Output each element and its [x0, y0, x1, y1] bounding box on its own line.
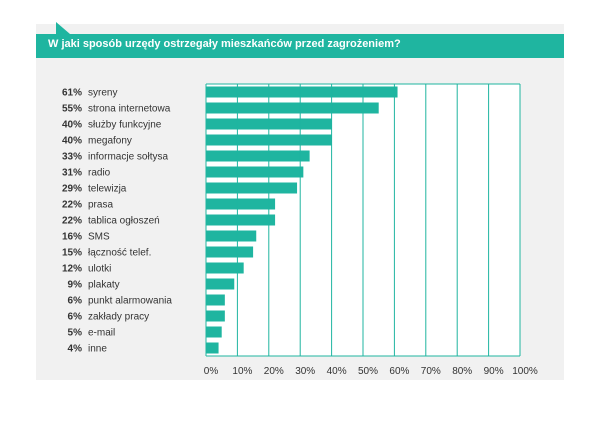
bar [206, 166, 304, 178]
value-label: 9% [68, 280, 83, 291]
value-label: 40% [62, 120, 82, 131]
x-tick-label: 80% [452, 366, 472, 377]
bar [206, 326, 222, 338]
x-tick-label: 90% [484, 366, 504, 377]
category-label: prasa [88, 200, 113, 211]
value-label: 16% [62, 232, 82, 243]
value-label: 6% [68, 296, 83, 307]
category-label: ulotki [88, 264, 111, 275]
x-tick-label: 30% [295, 366, 315, 377]
value-label: 29% [62, 184, 82, 195]
category-label: łączność telef. [88, 248, 151, 259]
value-label: 4% [68, 344, 83, 355]
bar [206, 198, 276, 210]
bar [206, 342, 219, 354]
bar [206, 310, 225, 322]
chart-title: W jaki sposób urzędy ostrzegały mieszkań… [48, 38, 401, 50]
value-label: 31% [62, 168, 82, 179]
x-tick-label: 0% [204, 366, 219, 377]
value-label: 6% [68, 312, 83, 323]
x-tick-label: 70% [421, 366, 441, 377]
category-label: punkt alarmowania [88, 296, 172, 307]
value-label: 22% [62, 200, 82, 211]
value-label: 22% [62, 216, 82, 227]
category-label: tablica ogłoszeń [88, 216, 160, 227]
category-label: strona internetowa [88, 104, 171, 115]
bar [206, 278, 235, 290]
x-tick-label: 10% [232, 366, 252, 377]
value-label: 40% [62, 136, 82, 147]
bar [206, 182, 298, 194]
category-label: służby funkcyjne [88, 120, 162, 131]
bar [206, 262, 244, 274]
title-tab [56, 22, 70, 34]
category-label: zakłady pracy [88, 312, 149, 323]
bar [206, 214, 276, 226]
value-label: 61% [62, 88, 82, 99]
category-label: radio [88, 168, 111, 179]
category-label: plakaty [88, 280, 120, 291]
category-label: SMS [88, 232, 110, 243]
value-label: 12% [62, 264, 82, 275]
category-label: inne [88, 344, 107, 355]
bar [206, 102, 379, 114]
x-tick-label: 100% [512, 366, 538, 377]
x-tick-label: 60% [389, 366, 409, 377]
x-tick-label: 40% [327, 366, 347, 377]
bar [206, 246, 254, 258]
value-label: 15% [62, 248, 82, 259]
value-label: 55% [62, 104, 82, 115]
category-label: megafony [88, 136, 132, 147]
value-label: 5% [68, 328, 83, 339]
bar [206, 230, 257, 242]
title-bar [36, 34, 564, 58]
category-label: informacje sołtysa [88, 152, 168, 163]
value-label: 33% [62, 152, 82, 163]
x-tick-label: 20% [264, 366, 284, 377]
bar [206, 86, 398, 98]
x-tick-label: 50% [358, 366, 378, 377]
category-label: syreny [88, 88, 117, 99]
bar [206, 294, 225, 306]
bar [206, 150, 310, 162]
category-label: e-mail [88, 328, 115, 339]
category-label: telewizja [88, 184, 127, 195]
